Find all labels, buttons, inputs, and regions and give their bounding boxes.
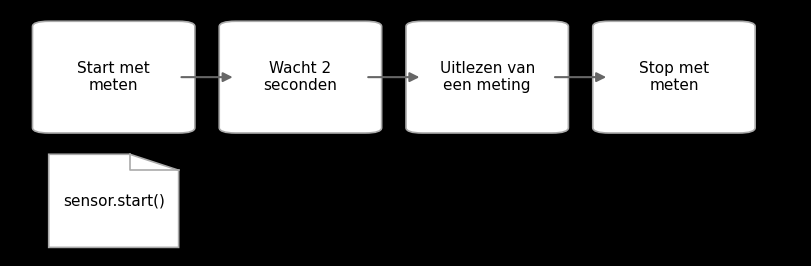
FancyBboxPatch shape [219, 21, 381, 133]
Text: Stop met
meten: Stop met meten [638, 61, 708, 93]
Text: sensor.start(): sensor.start() [62, 193, 165, 208]
FancyBboxPatch shape [592, 21, 754, 133]
Text: Start met
meten: Start met meten [77, 61, 150, 93]
Polygon shape [49, 154, 178, 247]
FancyBboxPatch shape [406, 21, 568, 133]
Text: Wacht 2
seconden: Wacht 2 seconden [264, 61, 337, 93]
FancyBboxPatch shape [32, 21, 195, 133]
Text: Uitlezen van
een meting: Uitlezen van een meting [439, 61, 534, 93]
